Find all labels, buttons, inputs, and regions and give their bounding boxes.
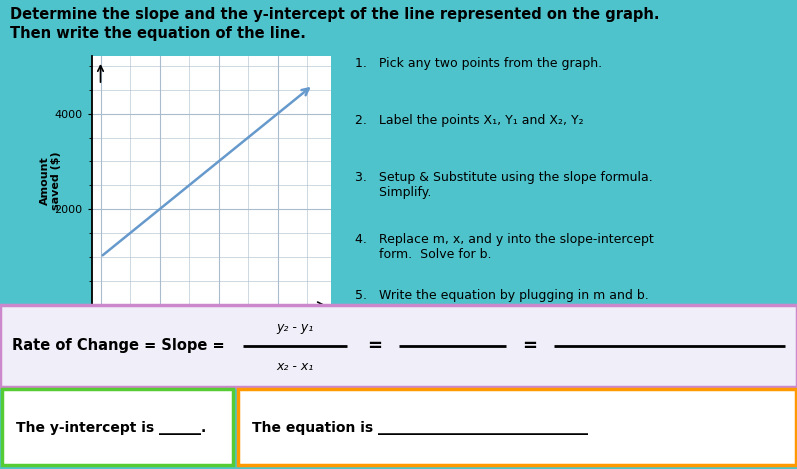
Text: =: = (523, 337, 537, 355)
Text: =: = (367, 337, 382, 355)
Text: The equation is ______________________________: The equation is ________________________… (252, 421, 588, 435)
Text: 4.   Replace m, x, and y into the slope-intercept
      form.  Solve for b.: 4. Replace m, x, and y into the slope-in… (355, 233, 654, 261)
Y-axis label: Amount
saved ($): Amount saved ($) (40, 151, 61, 210)
Text: 3.   Setup & Substitute using the slope formula.
      Simplify.: 3. Setup & Substitute using the slope fo… (355, 171, 653, 199)
Text: 1.   Pick any two points from the graph.: 1. Pick any two points from the graph. (355, 57, 603, 70)
Text: O: O (81, 312, 90, 322)
Text: The y-intercept is ______.: The y-intercept is ______. (17, 421, 206, 435)
Text: 2.   Label the points X₁, Y₁ and X₂, Y₂: 2. Label the points X₁, Y₁ and X₂, Y₂ (355, 114, 583, 127)
Text: x₂ - x₁: x₂ - x₁ (277, 360, 313, 373)
Text: 5.   Write the equation by plugging in m and b.: 5. Write the equation by plugging in m a… (355, 289, 649, 303)
Text: Determine the slope and the y-intercept of the line represented on the graph.: Determine the slope and the y-intercept … (10, 7, 659, 22)
Text: Then write the equation of the line.: Then write the equation of the line. (10, 26, 305, 41)
Text: y₂ - y₁: y₂ - y₁ (277, 320, 313, 333)
X-axis label: Months in plan: Months in plan (162, 328, 261, 341)
Text: Rate of Change = Slope =: Rate of Change = Slope = (12, 339, 225, 353)
